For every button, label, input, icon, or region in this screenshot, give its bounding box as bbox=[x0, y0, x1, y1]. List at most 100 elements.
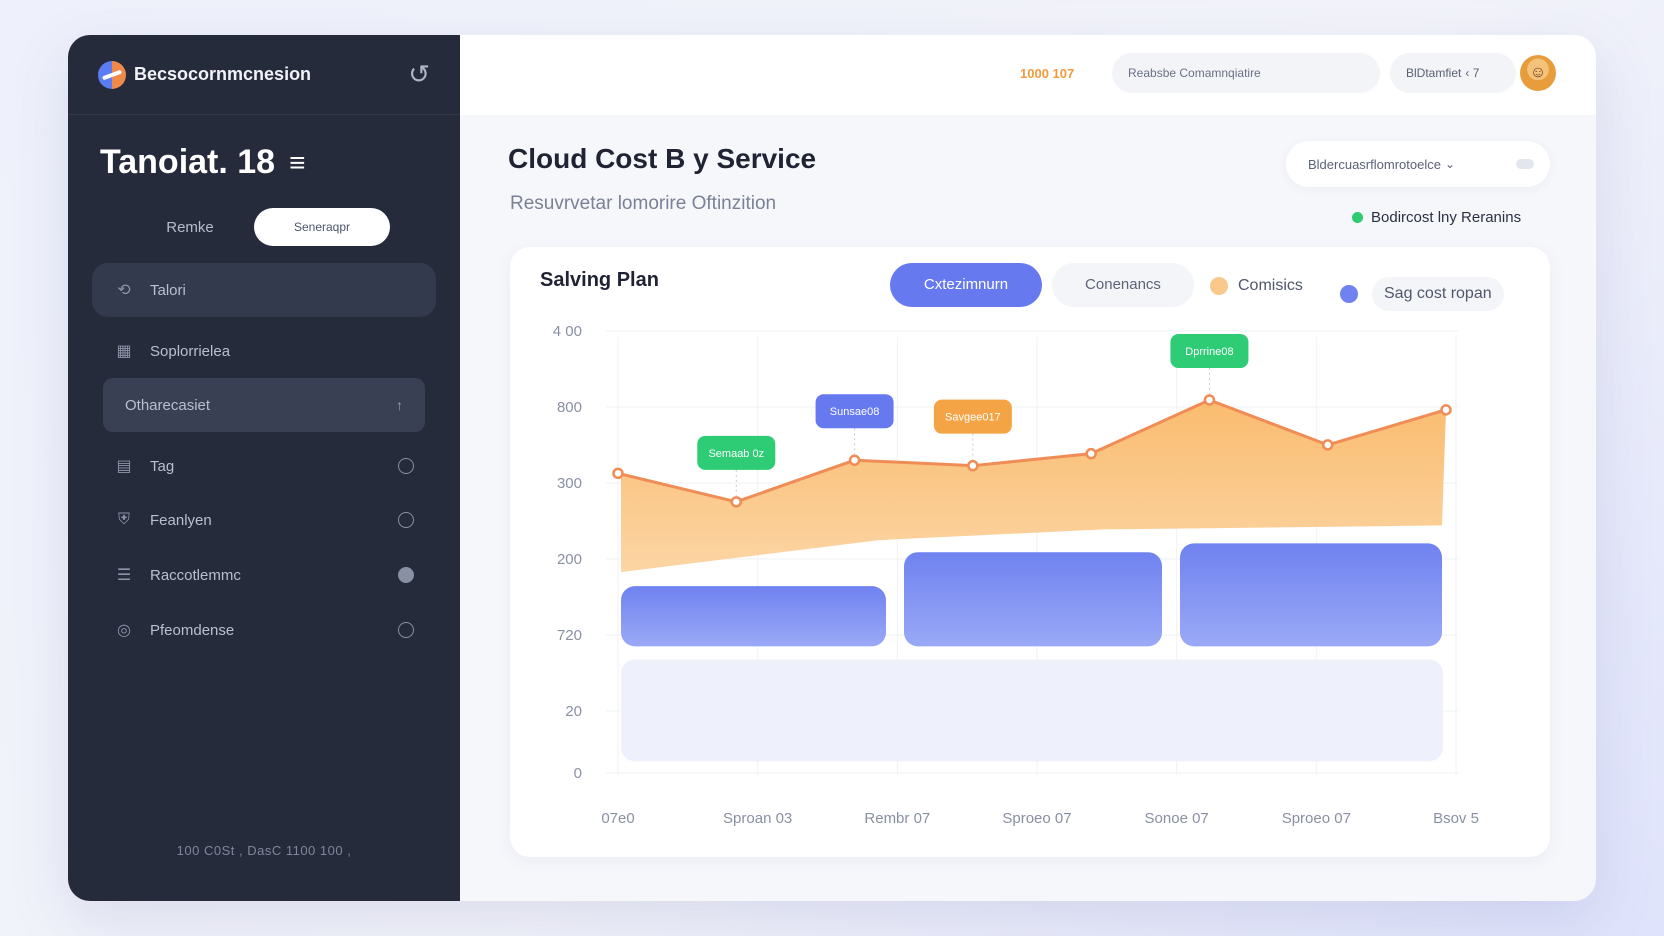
annotation-badge bbox=[697, 435, 776, 470]
legend-swatch-blue bbox=[1340, 285, 1358, 303]
tag-icon: ▤ bbox=[116, 458, 132, 475]
legend-label-1: Comisics bbox=[1238, 277, 1303, 294]
blue-block bbox=[904, 552, 1162, 647]
radio-button[interactable] bbox=[398, 622, 414, 638]
sidebar-item-label: Talori bbox=[150, 281, 186, 299]
account-pill-extra: ‹ 7 bbox=[1465, 66, 1480, 80]
radio-button[interactable] bbox=[398, 458, 414, 474]
status-text: Bodircost lny Reranins bbox=[1371, 209, 1522, 226]
data-point bbox=[612, 467, 624, 480]
top-orange-label: 1000 107 bbox=[1020, 66, 1075, 81]
brand-logo-icon bbox=[98, 60, 126, 89]
refresh-icon[interactable]: ↺ bbox=[408, 59, 430, 89]
data-point bbox=[1321, 439, 1334, 451]
blue-block bbox=[621, 586, 886, 647]
data-point bbox=[730, 496, 743, 508]
data-point bbox=[848, 454, 861, 466]
y-tick-label: 720 bbox=[557, 627, 582, 644]
app-window: Becsocornmcnesion ↺ Tanoiat. 18 ≡ Remke … bbox=[68, 35, 1596, 901]
sidebar-item-1[interactable]: ▦ Soplorrielea bbox=[92, 324, 436, 378]
annotation-label: Sunsae08 bbox=[830, 406, 880, 418]
data-point bbox=[1440, 404, 1452, 416]
blue-block bbox=[1180, 543, 1442, 647]
menu-icon[interactable]: ≡ bbox=[289, 146, 306, 178]
y-tick-label: 200 bbox=[557, 551, 582, 568]
status-dot-icon bbox=[1352, 212, 1363, 223]
segment-secondary[interactable]: Conenancs bbox=[1052, 263, 1194, 307]
page-title: Cloud Cost B y Service bbox=[508, 143, 817, 174]
chart-card: Salving Plan Cxtezimnurn Conenancs Comis… bbox=[510, 247, 1550, 857]
x-tick-label: Rembr 07 bbox=[864, 810, 930, 827]
avatar[interactable]: ☺ bbox=[1520, 55, 1556, 91]
brand-name: Becsocornmcnesion bbox=[134, 64, 312, 84]
x-tick-label: Sproeo 07 bbox=[1282, 810, 1351, 827]
grid-icon: ▦ bbox=[116, 343, 132, 360]
caret-icon: ↑ bbox=[396, 397, 403, 413]
annotation-badge bbox=[815, 394, 894, 429]
x-tick-label: Bsov 5 bbox=[1433, 810, 1479, 827]
data-point bbox=[1203, 394, 1216, 406]
filter-label: Bldercuasrflomrotoelce bbox=[1308, 156, 1441, 172]
y-tick-label: 0 bbox=[574, 765, 582, 782]
radio-button[interactable] bbox=[398, 512, 414, 528]
sidebar-title: Tanoiat. 18 ≡ bbox=[100, 143, 305, 182]
sidebar-item-3[interactable]: ▤ Tag bbox=[92, 439, 436, 493]
x-tick-label: Sonoe 07 bbox=[1145, 810, 1209, 827]
refresh-icon: ⟲ bbox=[117, 282, 131, 299]
annotation-label: Savgee017 bbox=[945, 412, 1001, 424]
sidebar-item-4[interactable]: ⛨ Feanlyen bbox=[92, 493, 436, 547]
data-point bbox=[1085, 447, 1097, 460]
sidebar-item-2[interactable]: Otharecasiet ↑ bbox=[103, 378, 425, 432]
y-tick-label: 20 bbox=[565, 703, 582, 720]
sidebar-item-6[interactable]: ◎ Pfeomdense bbox=[92, 603, 436, 657]
chevron-down-icon: ⌄ bbox=[1444, 157, 1456, 171]
sidebar-item-label: Raccotlemmc bbox=[150, 566, 241, 584]
sidebar-item-label: Otharecasiet bbox=[125, 396, 211, 414]
toggle-option-2[interactable]: Seneraqpr bbox=[254, 208, 390, 246]
sidebar-item-0[interactable]: ⟲ Talori bbox=[92, 263, 436, 317]
x-tick-label: Sproan 03 bbox=[723, 810, 792, 827]
legend-swatch-orange bbox=[1210, 277, 1228, 295]
sidebar-footer: 100 C0St , DasC 1100 100 , bbox=[176, 843, 352, 858]
filter-dropdown[interactable]: Bldercuasrflomrotoelce ⌄ bbox=[1286, 141, 1550, 187]
legend-item-2[interactable]: Sag cost ropan bbox=[1340, 277, 1504, 311]
search-input[interactable] bbox=[1112, 53, 1380, 93]
account-pill[interactable]: BlDtamfiet ‹ 7 bbox=[1390, 53, 1516, 93]
x-tick-label: Sproeo 07 bbox=[1002, 810, 1071, 827]
stack-icon: ☰ bbox=[116, 567, 132, 584]
sidebar-title-text: Tanoiat. 18 bbox=[100, 143, 276, 181]
sidebar-item-label: Pfeomdense bbox=[150, 621, 235, 639]
status-indicator: Bodircost lny Reranins bbox=[1352, 209, 1521, 226]
annotation-label: Semaab 0z bbox=[708, 448, 764, 460]
sidebar: Becsocornmcnesion ↺ Tanoiat. 18 ≡ Remke … bbox=[68, 35, 460, 901]
base-block bbox=[621, 659, 1443, 762]
sidebar-item-5[interactable]: ☰ Raccotlemmc bbox=[92, 548, 436, 602]
card-title: Salving Plan bbox=[540, 269, 659, 291]
y-tick-label: 300 bbox=[557, 475, 582, 492]
x-tick-label: 07e0 bbox=[601, 810, 634, 827]
legend-label-2: Sag cost ropan bbox=[1372, 277, 1504, 311]
y-tick-label: 4 00 bbox=[553, 323, 582, 340]
legend-item-1[interactable]: Comisics bbox=[1210, 277, 1303, 295]
annotation-badge bbox=[933, 399, 1012, 434]
series-line bbox=[617, 398, 1447, 504]
annotation-label: Dprrine08 bbox=[1185, 346, 1233, 358]
orange-area bbox=[621, 399, 1446, 573]
brand-bar: Becsocornmcnesion ↺ bbox=[68, 35, 460, 115]
view-toggle: Remke Seneraqpr bbox=[126, 207, 446, 247]
mini-toggle[interactable] bbox=[1516, 159, 1534, 169]
sidebar-item-label: Soplorrielea bbox=[150, 342, 231, 360]
segment-primary[interactable]: Cxtezimnurn bbox=[890, 263, 1042, 307]
shield-icon: ⛨ bbox=[117, 511, 130, 528]
data-point bbox=[967, 459, 979, 472]
annotation-badge bbox=[1170, 333, 1249, 368]
toggle-option-1[interactable]: Remke bbox=[166, 218, 214, 236]
top-bar: 1000 107 BlDtamfiet ‹ 7 ☺ bbox=[460, 35, 1596, 115]
radio-button-selected[interactable] bbox=[398, 567, 414, 583]
y-tick-label: 800 bbox=[557, 399, 582, 416]
sidebar-item-label: Tag bbox=[150, 457, 175, 475]
sidebar-item-label: Feanlyen bbox=[150, 511, 212, 529]
account-pill-label: BlDtamfiet bbox=[1406, 66, 1462, 80]
page-subtitle: Resuvrvetar lomorire Oftinzition bbox=[510, 193, 777, 214]
